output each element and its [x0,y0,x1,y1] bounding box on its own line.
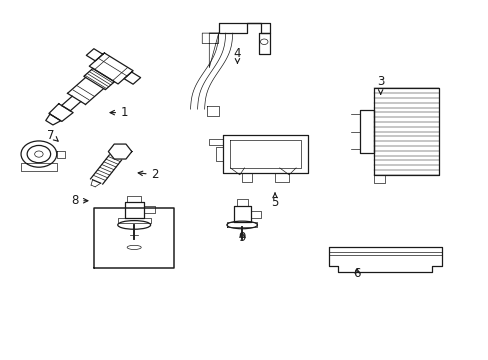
Text: 6: 6 [353,267,360,280]
Text: 7: 7 [47,129,58,141]
Text: 8: 8 [71,194,88,207]
Text: 1: 1 [110,106,128,119]
Text: 4: 4 [233,48,241,63]
Text: 5: 5 [271,193,278,209]
Text: 2: 2 [138,168,159,181]
Text: 3: 3 [376,75,384,94]
Text: 9: 9 [238,230,245,243]
